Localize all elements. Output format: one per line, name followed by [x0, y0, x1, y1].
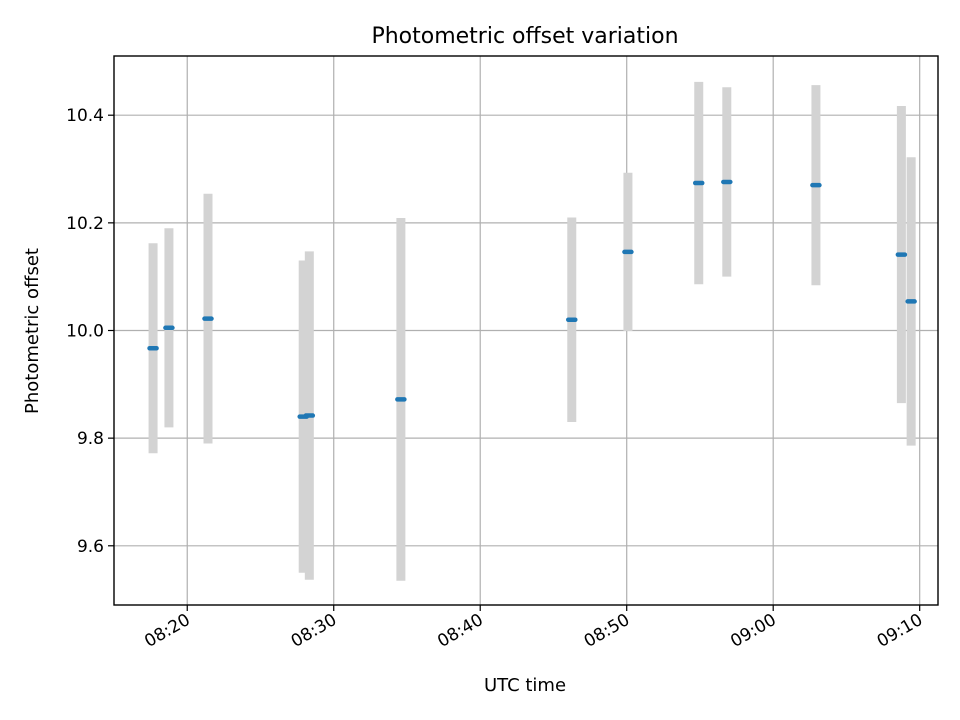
- y-tick-label: 10.0: [66, 322, 104, 342]
- x-tick-label: 09:00: [727, 610, 779, 652]
- x-tick-label: 08:50: [581, 610, 633, 652]
- y-axis-label: Photometric offset: [22, 248, 43, 414]
- axis-ticks: 08:20 08:30 08:40 08:50 09:00 09:10 9.6 9.8 10.0…: [66, 106, 926, 652]
- error-bars: [148, 81, 916, 581]
- x-tick-label: 08:40: [434, 610, 486, 652]
- x-tick-label: 09:10: [874, 610, 926, 652]
- y-tick-label: 9.6: [77, 537, 104, 557]
- x-tick-label: 08:30: [288, 610, 340, 652]
- y-tick-label: 10.2: [66, 214, 104, 234]
- x-axis-label: UTC time: [484, 675, 566, 696]
- y-tick-label: 9.8: [77, 429, 104, 449]
- y-tick-label: 10.4: [66, 106, 104, 126]
- grid: [114, 56, 938, 605]
- chart-title: Photometric offset variation: [371, 24, 678, 49]
- data-points: [147, 179, 917, 419]
- x-tick-label: 08:20: [141, 610, 193, 652]
